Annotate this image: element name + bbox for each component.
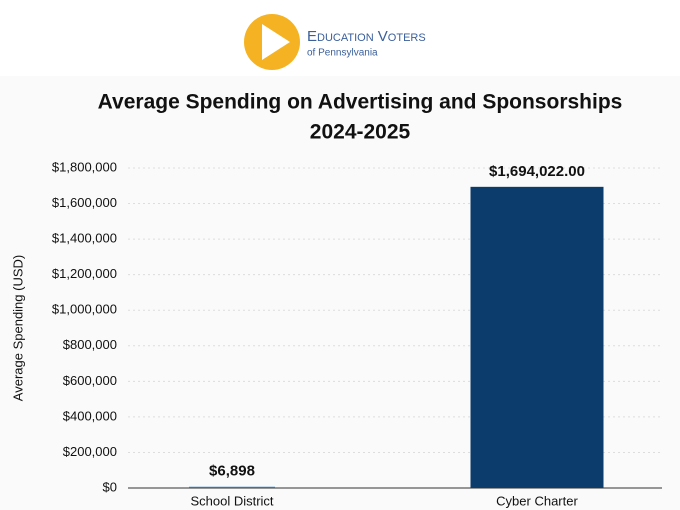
y-tick-label: $0 bbox=[103, 479, 117, 494]
y-tick-label: $400,000 bbox=[63, 408, 117, 423]
bar bbox=[470, 186, 604, 489]
bar bbox=[189, 486, 275, 488]
x-tick-label: School District bbox=[190, 493, 273, 508]
y-tick-label: $200,000 bbox=[63, 444, 117, 459]
y-tick-label: $1,000,000 bbox=[52, 302, 117, 317]
logo-name: Education Voters bbox=[307, 28, 426, 45]
y-tick-label: $1,200,000 bbox=[52, 266, 117, 281]
header-bg bbox=[0, 0, 680, 76]
y-tick-label: $800,000 bbox=[63, 337, 117, 352]
value-label: $6,898 bbox=[209, 463, 255, 480]
logo-play bbox=[262, 24, 290, 60]
chart-title: Average Spending on Advertising and Spon… bbox=[98, 91, 623, 114]
y-tick-label: $1,800,000 bbox=[52, 159, 117, 174]
y-tick-label: $600,000 bbox=[63, 373, 117, 388]
logo: Education Voters of Pennsylvania bbox=[244, 14, 426, 70]
logo-subtitle: of Pennsylvania bbox=[307, 48, 378, 59]
value-label: $1,694,022.00 bbox=[489, 163, 585, 180]
chart-title: 2024-2025 bbox=[310, 121, 411, 144]
x-tick-label: Cyber Charter bbox=[496, 493, 578, 508]
y-tick-label: $1,400,000 bbox=[52, 231, 117, 246]
y-axis-label: Average Spending (USD) bbox=[10, 255, 25, 401]
y-tick-label: $1,600,000 bbox=[52, 195, 117, 210]
